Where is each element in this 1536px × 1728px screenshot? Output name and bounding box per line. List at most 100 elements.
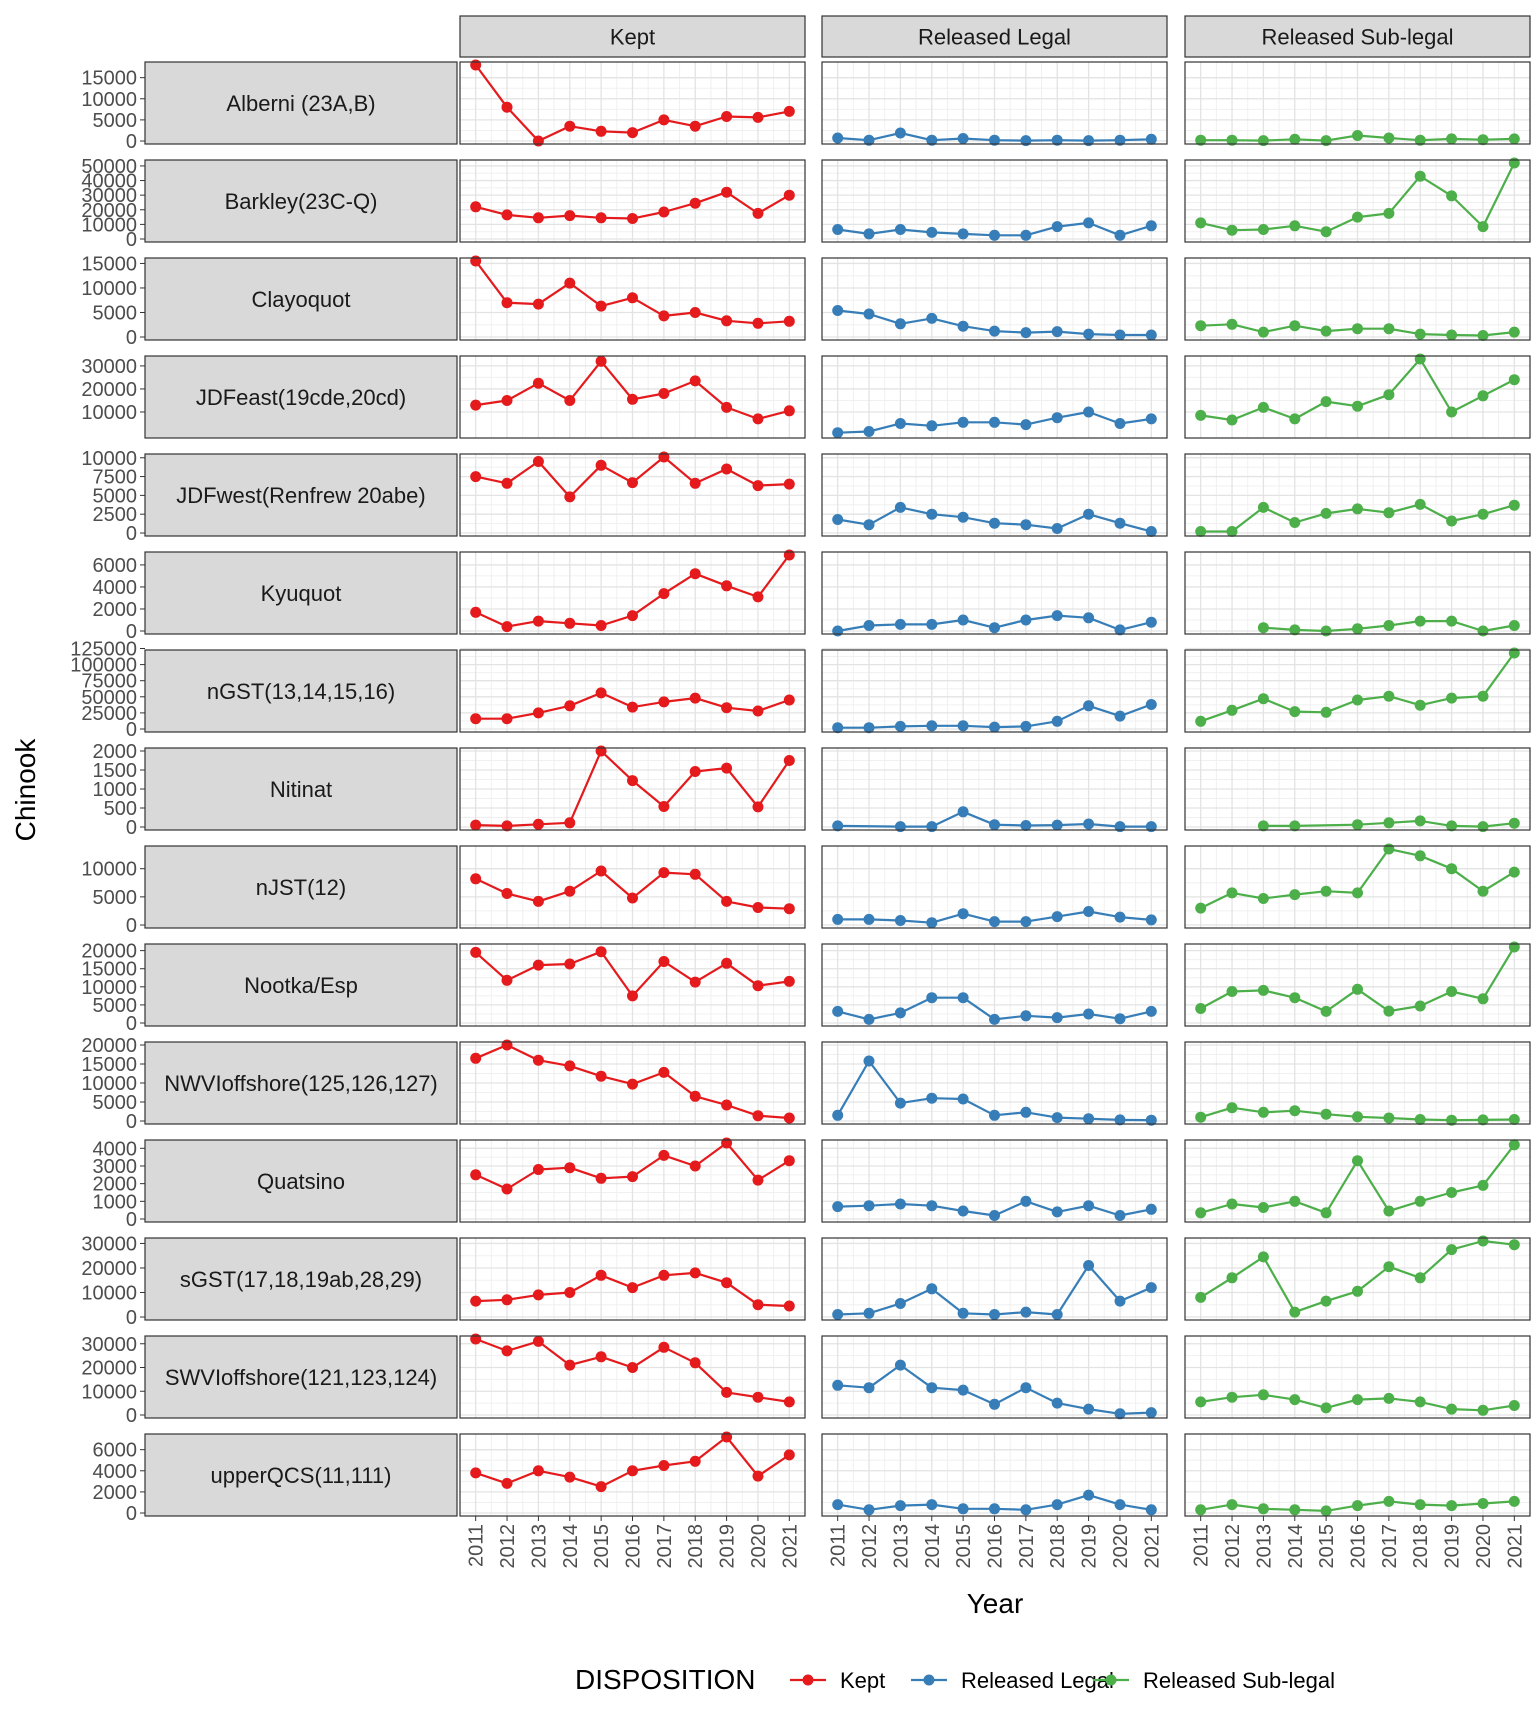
- data-point: [957, 133, 969, 144]
- data-point: [894, 501, 906, 513]
- y-tick-label: 4000: [93, 577, 138, 599]
- column-strip-released-legal: [821, 15, 1168, 58]
- data-point: [1083, 1403, 1095, 1415]
- data-point: [1477, 885, 1489, 897]
- data-point: [1477, 330, 1489, 341]
- panel-border: [1184, 747, 1531, 831]
- data-point: [627, 701, 638, 713]
- data-point: [1020, 1195, 1032, 1207]
- data-point: [595, 355, 607, 367]
- data-point: [1257, 984, 1269, 996]
- data-point: [752, 1110, 764, 1122]
- y-tick-label: 10000: [81, 1073, 137, 1095]
- x-tick-label: 2015: [1316, 1524, 1338, 1569]
- data-point: [752, 480, 764, 492]
- data-point: [1289, 1504, 1301, 1516]
- y-tick-label: 20000: [81, 941, 137, 963]
- legend-item-released-legal: Released Legal: [911, 1668, 1114, 1693]
- data-point: [532, 135, 544, 147]
- panel-border: [1184, 453, 1531, 537]
- y-tick-label: 500: [104, 798, 137, 820]
- data-point: [564, 1162, 576, 1174]
- x-tick-label: 2020: [1110, 1524, 1132, 1569]
- y-tick-label: 20000: [81, 1035, 137, 1057]
- x-tick-label: 2013: [890, 1524, 912, 1569]
- data-point: [1051, 1112, 1063, 1124]
- data-point: [926, 821, 938, 833]
- data-point: [1257, 224, 1269, 235]
- data-point: [1257, 401, 1269, 413]
- data-point: [1226, 986, 1238, 997]
- data-point: [783, 549, 795, 561]
- panel-kept: [459, 549, 806, 635]
- data-point: [752, 207, 764, 219]
- data-point: [595, 459, 607, 471]
- data-point: [1383, 817, 1395, 829]
- data-point: [863, 1382, 875, 1394]
- panel-kept: [459, 845, 806, 929]
- data-point: [595, 212, 607, 224]
- data-point: [1320, 226, 1332, 238]
- panel-kept: [459, 451, 806, 537]
- y-tick-label: 6000: [93, 1440, 138, 1462]
- data-point: [926, 312, 938, 324]
- data-point: [470, 1052, 482, 1064]
- data-point: [627, 127, 638, 139]
- data-point: [832, 1499, 844, 1511]
- row-strip-label: Barkley(23C-Q): [225, 189, 378, 214]
- data-point: [721, 1431, 733, 1443]
- data-point: [926, 917, 938, 929]
- data-point: [1477, 508, 1489, 520]
- x-axis-released-legal: 2011 2012 2013 2014 2015 2016 2017 2018 2019 2020…: [828, 1516, 1163, 1569]
- x-tick-label: 2012: [859, 1524, 881, 1569]
- data-point: [658, 206, 670, 218]
- data-point: [1508, 1139, 1520, 1151]
- panel-border: [1184, 845, 1531, 929]
- data-point: [783, 1300, 795, 1312]
- y-tick-label: 0: [126, 131, 137, 153]
- data-point: [1446, 1403, 1458, 1415]
- data-point: [1289, 706, 1301, 718]
- data-point: [689, 1160, 701, 1172]
- data-point: [1083, 1489, 1095, 1501]
- y-tick-label: 4000: [93, 1138, 138, 1160]
- data-point: [1145, 1005, 1157, 1017]
- data-point: [595, 865, 607, 877]
- data-point: [532, 1164, 544, 1175]
- data-point: [501, 101, 513, 113]
- y-tick-label: 10000: [81, 977, 137, 999]
- data-point: [926, 1382, 938, 1394]
- data-point: [832, 305, 844, 316]
- data-point: [627, 1282, 638, 1294]
- panel-border: [821, 551, 1168, 635]
- data-point: [926, 508, 938, 520]
- data-point: [863, 426, 875, 437]
- data-point: [1051, 1309, 1063, 1320]
- data-point: [627, 213, 638, 224]
- data-point: [1383, 1392, 1395, 1404]
- data-point: [783, 1155, 795, 1167]
- data-point: [470, 399, 482, 411]
- data-point: [1446, 1114, 1458, 1126]
- data-point: [627, 393, 638, 405]
- data-point: [1145, 220, 1157, 232]
- data-point: [1352, 323, 1363, 335]
- data-point: [1114, 418, 1126, 429]
- panel-kept: [459, 647, 806, 733]
- data-point: [689, 1090, 701, 1102]
- y-tick-label: 5000: [93, 995, 138, 1017]
- data-point: [832, 1201, 844, 1213]
- data-point: [1446, 133, 1458, 145]
- data-point: [1446, 692, 1458, 704]
- data-point: [752, 801, 764, 813]
- data-point: [989, 517, 1000, 529]
- data-point: [894, 1097, 906, 1109]
- x-axis-title: Year: [967, 1588, 1024, 1619]
- data-point: [595, 946, 607, 958]
- data-point: [894, 224, 906, 235]
- row-strip-label: NWVIoffshore(125,126,127): [164, 1071, 438, 1096]
- panel-kept: [459, 745, 806, 832]
- data-point: [1257, 893, 1269, 904]
